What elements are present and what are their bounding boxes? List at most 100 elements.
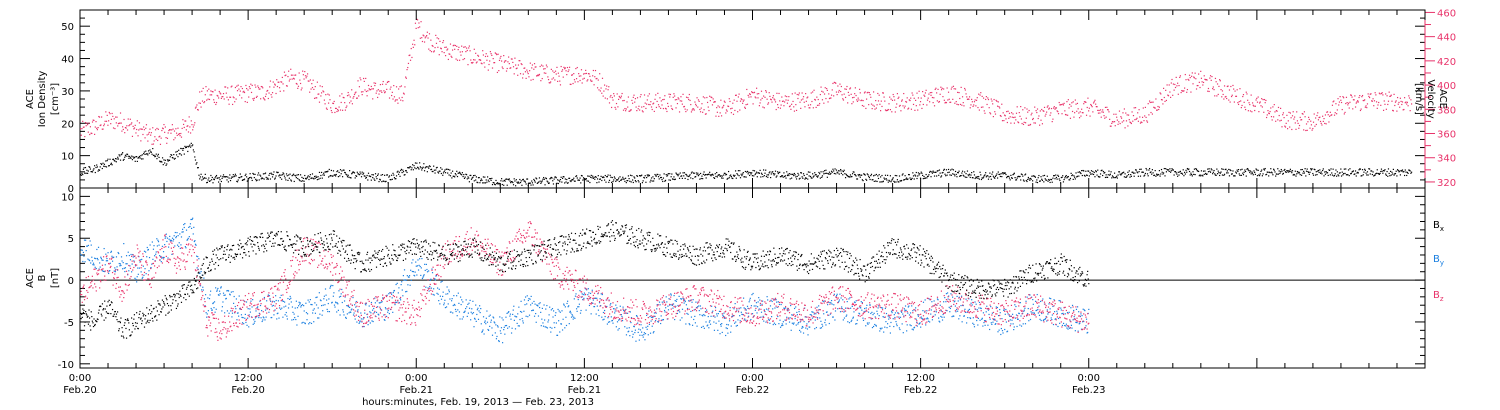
data-point	[879, 176, 882, 178]
data-point	[1166, 168, 1168, 171]
data-point	[961, 104, 963, 106]
data-point	[1261, 175, 1263, 177]
data-point	[669, 93, 672, 96]
data-point	[538, 177, 541, 179]
data-point	[196, 104, 198, 106]
data-point	[199, 102, 201, 104]
data-point	[144, 153, 146, 155]
data-point	[1099, 173, 1102, 175]
data-point	[604, 174, 606, 177]
data-point	[1043, 181, 1045, 183]
data-point	[337, 110, 339, 112]
data-point	[82, 126, 85, 128]
data-point	[686, 109, 688, 111]
data-point	[753, 92, 755, 94]
data-point	[731, 107, 733, 109]
data-point	[865, 179, 868, 181]
data-point	[1333, 114, 1336, 116]
data-point	[942, 171, 944, 174]
panel-1-y2label-line-1: ACE	[1437, 89, 1448, 109]
data-point	[139, 128, 141, 130]
data-point	[199, 91, 201, 93]
data-point	[865, 178, 867, 180]
data-point	[456, 45, 458, 47]
data-point	[494, 322, 496, 324]
data-point	[850, 176, 852, 178]
data-point	[498, 183, 501, 185]
data-point	[206, 181, 208, 184]
data-point	[788, 96, 790, 98]
data-point	[146, 153, 148, 155]
data-point	[360, 173, 362, 175]
data-point	[1378, 173, 1380, 175]
data-point	[1139, 168, 1141, 170]
data-point	[505, 324, 508, 327]
data-point	[1168, 170, 1170, 173]
data-point	[726, 110, 728, 112]
data-point	[961, 172, 963, 174]
data-point	[1318, 116, 1320, 119]
data-point	[578, 179, 580, 181]
data-point	[161, 157, 164, 159]
data-point	[1181, 90, 1184, 92]
data-point	[399, 297, 401, 300]
data-point	[1237, 103, 1240, 106]
data-point	[133, 157, 135, 159]
data-point	[864, 91, 866, 93]
data-point	[85, 172, 87, 174]
data-point	[870, 173, 873, 175]
data-point	[1247, 167, 1249, 170]
data-point	[943, 168, 945, 170]
data-point	[1207, 171, 1210, 173]
data-point	[971, 171, 973, 174]
data-point	[748, 171, 750, 173]
data-point	[1410, 171, 1413, 173]
data-point	[356, 321, 358, 323]
data-point	[81, 254, 83, 256]
data-point	[521, 184, 523, 186]
data-point	[1258, 174, 1260, 176]
data-point	[224, 294, 226, 296]
data-point	[1380, 92, 1383, 95]
data-point	[453, 303, 455, 306]
data-point	[532, 309, 535, 311]
data-point	[136, 160, 138, 163]
data-point	[435, 169, 437, 171]
data-point	[274, 178, 276, 180]
data-point	[152, 258, 154, 260]
data-point	[485, 53, 487, 55]
data-point	[1164, 175, 1166, 177]
data-point	[354, 304, 356, 306]
data-point	[1231, 94, 1233, 96]
data-point	[188, 116, 190, 118]
data-point	[1009, 116, 1011, 118]
data-point	[828, 93, 830, 95]
data-point	[289, 295, 291, 298]
data-point	[952, 173, 954, 175]
data-point	[135, 156, 137, 158]
data-point	[95, 267, 97, 270]
data-point	[491, 334, 494, 336]
data-point	[1125, 120, 1128, 122]
data-point	[405, 170, 407, 172]
data-point	[624, 107, 626, 110]
data-point	[99, 124, 101, 127]
data-point	[1048, 108, 1050, 110]
data-point	[1275, 110, 1277, 112]
data-point	[410, 169, 412, 171]
data-point	[125, 155, 127, 157]
data-point	[314, 312, 317, 314]
data-point	[430, 278, 432, 280]
data-point	[793, 174, 795, 177]
data-point	[879, 181, 881, 183]
data-point	[1169, 168, 1171, 170]
data-point	[365, 176, 368, 179]
data-point	[689, 99, 691, 102]
data-point	[374, 84, 376, 87]
data-point	[131, 135, 134, 137]
data-point	[356, 97, 358, 99]
data-point	[968, 175, 970, 177]
data-point	[1243, 101, 1245, 103]
data-point	[316, 81, 318, 83]
